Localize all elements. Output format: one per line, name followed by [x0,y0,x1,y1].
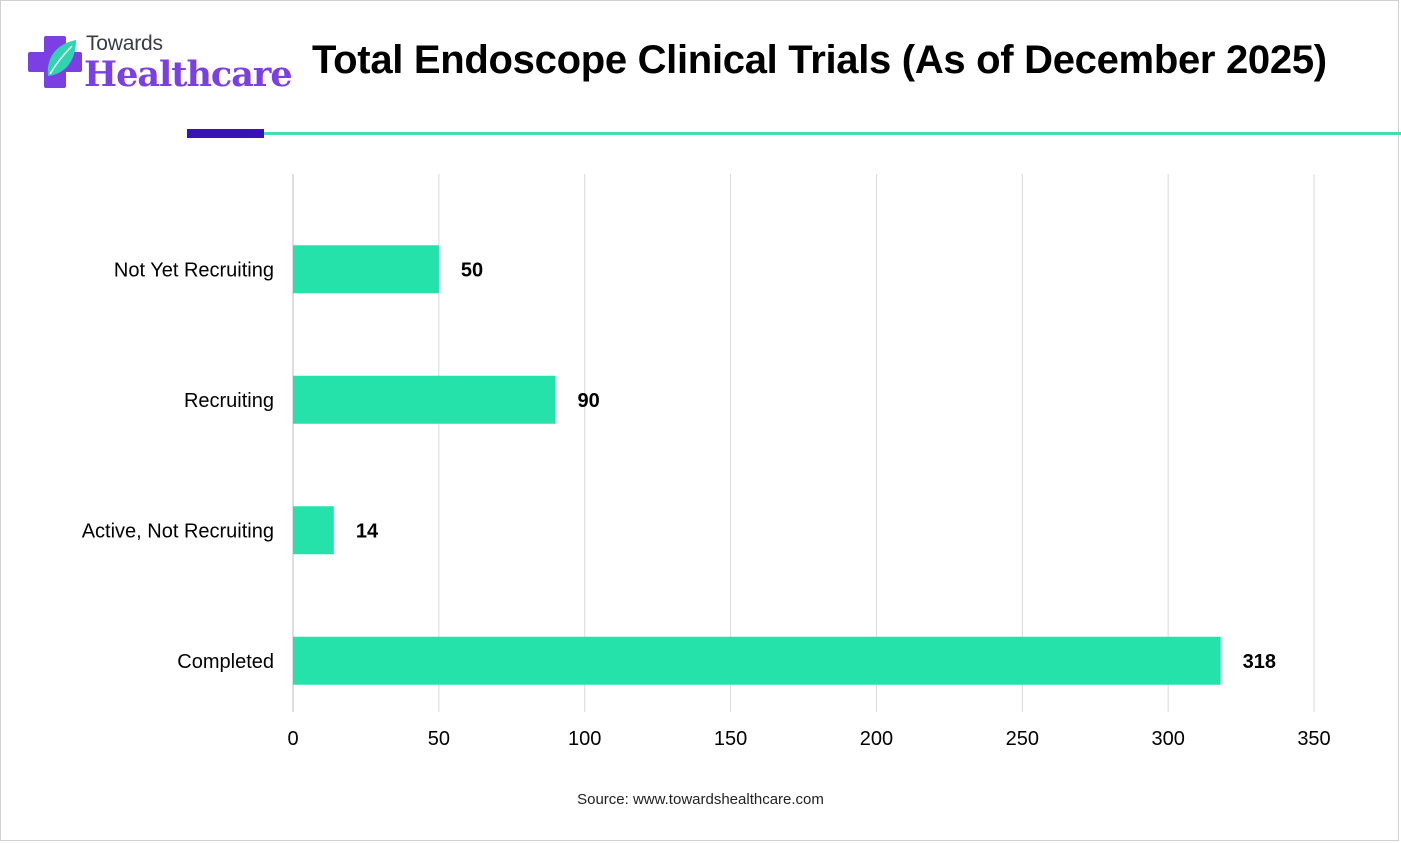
x-tick-label: 100 [568,728,601,750]
category-label: Not Yet Recruiting [114,259,274,281]
data-label: 90 [578,390,600,412]
x-tick-label: 200 [860,728,893,750]
x-tick-label: 0 [287,728,298,750]
bar [293,636,1221,685]
brand-name-big: Healthcare [84,54,293,95]
x-tick-label: 350 [1297,728,1330,750]
category-label: Recruiting [184,390,274,412]
data-label: 318 [1243,651,1276,673]
x-tick-label: 250 [1006,728,1039,750]
category-label: Completed [177,651,274,673]
bar [293,245,439,294]
brand-logo: Towards Healthcare [26,32,293,95]
medical-cross-leaf-icon [28,36,82,88]
bar [293,506,334,555]
x-tick-label: 300 [1151,728,1184,750]
title-rule-line [264,132,1401,135]
brand-name-small: Towards [86,32,163,55]
data-label: 50 [461,259,483,281]
x-tick-label: 150 [714,728,747,750]
category-label: Active, Not Recruiting [82,520,274,542]
chart-title: Total Endoscope Clinical Trials (As of D… [312,38,1327,82]
title-rule-accent [187,129,264,138]
bar [293,375,556,424]
x-tick-label: 50 [428,728,450,750]
source-note: Source: www.towardshealthcare.com [577,791,824,808]
data-label: 14 [356,520,379,542]
